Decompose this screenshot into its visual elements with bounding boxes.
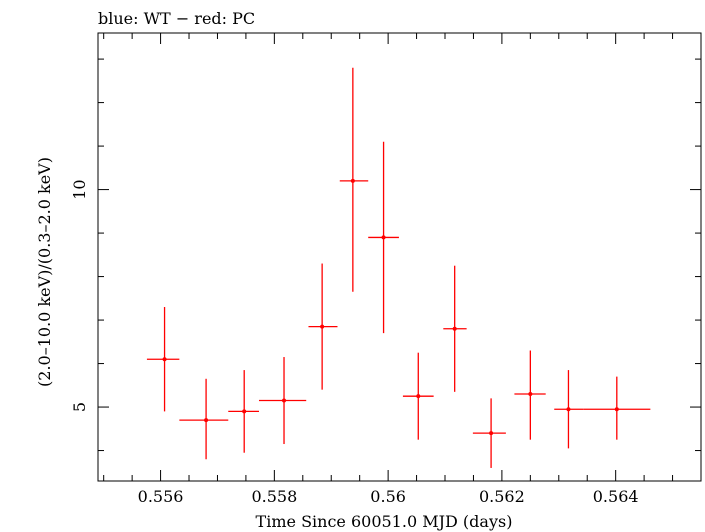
data-marker (452, 326, 457, 331)
y-axis-label: (2.0–10.0 keV)/(0.3–2.0 keV) (35, 157, 54, 387)
data-marker (350, 178, 355, 183)
data-point (308, 263, 338, 390)
data-marker (489, 431, 494, 436)
y-tick-labels: 5 10 (70, 179, 89, 412)
y-tick-label: 5 (70, 402, 89, 412)
data-point (368, 141, 399, 334)
data-point (258, 357, 307, 445)
x-tick-labels: 0.556 0.558 0.56 0.562 0.564 (138, 487, 639, 506)
x-tick-label: 0.56 (370, 487, 406, 506)
chart-title: blue: WT − red: PC (98, 9, 255, 28)
data-marker (416, 394, 421, 399)
data-marker (320, 324, 325, 329)
data-marker (162, 357, 167, 362)
data-point (583, 376, 651, 440)
data-marker (614, 407, 619, 412)
data-marker (381, 235, 386, 240)
data-points (146, 67, 651, 468)
data-point (443, 265, 467, 392)
data-point (179, 378, 229, 460)
y-tick-label: 10 (70, 179, 89, 199)
data-point (339, 67, 369, 292)
data-marker (282, 398, 287, 403)
data-marker (204, 418, 209, 423)
x-tick-label: 0.558 (251, 487, 297, 506)
data-point (554, 370, 584, 449)
data-point (514, 350, 546, 440)
axis-ticks (98, 33, 702, 481)
data-marker (528, 392, 533, 397)
data-point (402, 352, 434, 440)
data-point (228, 370, 259, 453)
x-tick-label: 0.562 (479, 487, 525, 506)
x-tick-label: 0.556 (138, 487, 184, 506)
x-tick-label: 0.564 (593, 487, 639, 506)
x-axis-label: Time Since 60051.0 MJD (days) (256, 512, 513, 531)
plot-frame (97, 32, 702, 482)
data-point (146, 307, 180, 412)
data-marker (566, 407, 571, 412)
data-point (472, 398, 506, 468)
data-marker (242, 409, 247, 414)
